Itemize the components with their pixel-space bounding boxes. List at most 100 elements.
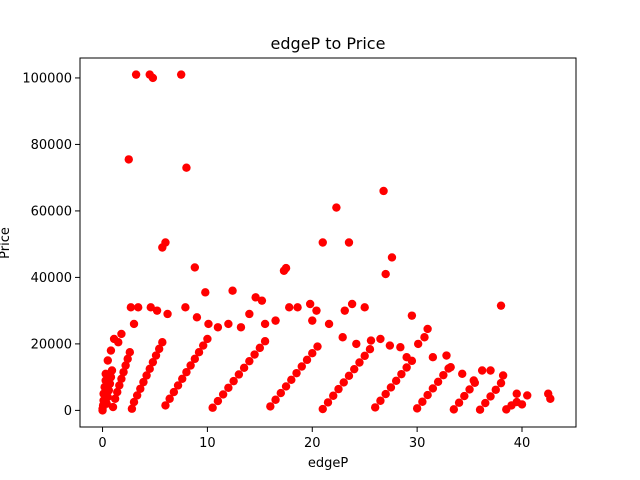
data-point: [477, 366, 487, 375]
data-point: [129, 397, 139, 407]
data-point: [158, 243, 167, 252]
data-point: [125, 348, 135, 357]
x-tick-label: 30: [409, 436, 426, 451]
data-point: [324, 319, 334, 329]
data-point: [517, 400, 527, 409]
y-tick-label: 0: [64, 404, 72, 419]
chart-title: edgeP to Price: [271, 34, 386, 53]
x-tick-label: 40: [514, 436, 531, 451]
data-point: [313, 342, 322, 351]
data-point: [204, 319, 213, 329]
data-point: [119, 367, 128, 377]
data-point: [260, 337, 270, 346]
data-point: [126, 303, 136, 312]
data-point: [194, 348, 204, 357]
x-tick-label: 0: [98, 436, 106, 451]
data-point: [308, 316, 317, 325]
data-point: [108, 402, 118, 412]
data-point: [366, 336, 376, 345]
data-point: [255, 343, 265, 353]
data-point: [491, 385, 500, 394]
data-point: [420, 333, 429, 342]
y-tick-label: 60000: [31, 204, 72, 219]
data-point: [106, 372, 116, 382]
data-point: [481, 398, 490, 408]
data-point: [139, 377, 148, 387]
data-point: [396, 343, 405, 352]
data-point: [428, 384, 438, 393]
data-point: [302, 355, 312, 365]
data-point: [145, 364, 154, 374]
data-point: [338, 333, 347, 342]
data-point: [329, 391, 338, 400]
data-point: [114, 338, 123, 347]
data-point: [344, 238, 354, 247]
data-point: [131, 70, 141, 79]
data-point: [334, 384, 343, 394]
data-point: [257, 296, 267, 305]
data-point: [134, 303, 143, 312]
data-point: [385, 341, 395, 350]
data-point: [442, 351, 451, 360]
data-point: [454, 398, 464, 407]
data-point: [458, 369, 467, 379]
data-point: [402, 363, 411, 372]
data-point: [213, 396, 223, 406]
data-point: [117, 329, 126, 339]
data-point: [365, 345, 375, 354]
data-point: [386, 383, 396, 392]
data-point: [132, 391, 142, 400]
data-point: [208, 403, 217, 412]
y-tick-label: 40000: [31, 271, 72, 286]
data-point: [418, 397, 427, 406]
data-point: [236, 323, 246, 332]
x-axis-label: edgeP: [308, 456, 349, 471]
data-point: [158, 338, 167, 347]
data-point: [178, 374, 187, 383]
data-point: [186, 361, 195, 370]
data-point: [347, 299, 357, 309]
data-point: [213, 323, 223, 332]
data-point: [127, 404, 137, 413]
y-tick-label: 80000: [31, 138, 72, 153]
data-point: [271, 395, 280, 404]
data-point: [203, 334, 212, 344]
data-point: [260, 319, 270, 329]
plot-area-frame: [79, 57, 577, 428]
data-point: [486, 366, 495, 375]
data-point: [312, 306, 321, 315]
data-point: [266, 402, 275, 411]
data-point: [129, 319, 139, 329]
data-point: [305, 299, 315, 309]
data-point: [496, 378, 506, 388]
x-tick-label: 10: [199, 436, 216, 451]
data-point: [292, 368, 301, 378]
data-point: [115, 381, 124, 390]
data-point: [360, 303, 369, 312]
data-point: [318, 238, 327, 247]
data-point: [381, 269, 390, 279]
data-point: [332, 203, 341, 212]
data-point: [148, 73, 158, 83]
data-point: [234, 370, 244, 379]
data-point: [165, 394, 174, 403]
data-point: [201, 288, 210, 297]
data-point: [297, 362, 306, 371]
data-point: [360, 351, 369, 361]
data-point: [102, 399, 111, 408]
data-point: [323, 398, 333, 407]
data-point: [181, 303, 190, 312]
data-point: [117, 374, 126, 383]
data-point: [413, 339, 423, 349]
data-point: [423, 390, 432, 400]
x-axis-ticks: 0 10 20 30 40: [98, 427, 530, 451]
data-point: [104, 386, 114, 395]
data-point: [245, 356, 254, 366]
data-point: [376, 334, 385, 344]
data-point: [154, 344, 164, 354]
data-point: [251, 293, 260, 302]
data-point: [271, 316, 280, 325]
data-point: [105, 379, 115, 388]
data-point: [151, 351, 161, 360]
